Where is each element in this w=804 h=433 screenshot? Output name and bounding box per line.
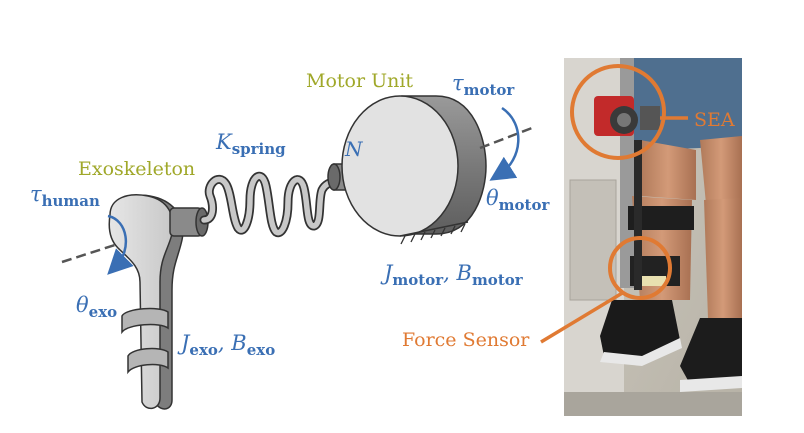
j-b-motor-label: Jmotor, Bmotor	[380, 261, 524, 289]
sea-label: SEA	[694, 109, 735, 131]
k-spring-label: Kspring	[215, 130, 286, 158]
exo-strap-lower	[127, 347, 169, 375]
exoskeleton-label: Exoskeleton	[78, 158, 195, 180]
theta-motor-label: θmotor	[486, 186, 550, 214]
gear-ratio-label: N	[344, 137, 364, 161]
motor-cylinder-face	[341, 95, 459, 237]
sea-callout-circle	[570, 64, 666, 160]
tau-human-label: τhuman	[30, 182, 100, 210]
spring	[199, 171, 343, 238]
motor-unit	[327, 95, 533, 245]
tau-human-arrow	[107, 214, 134, 275]
force-sensor-callout-line	[540, 290, 625, 344]
j-b-exo-label: Jexo, Bexo	[177, 331, 275, 359]
motor-unit-label: Motor Unit	[306, 70, 413, 92]
force-sensor-callout-circle	[608, 236, 672, 300]
tau-motor-arrow	[489, 106, 520, 181]
motor-axis-line	[479, 126, 533, 150]
motor-ground-hatch	[400, 223, 466, 245]
force-sensor-label: Force Sensor	[402, 329, 530, 351]
tau-motor-label: τmotor	[452, 71, 515, 99]
theta-exo-label: θexo	[76, 293, 117, 321]
exo-axis-line	[61, 242, 119, 264]
exo-strap-upper	[121, 307, 169, 335]
